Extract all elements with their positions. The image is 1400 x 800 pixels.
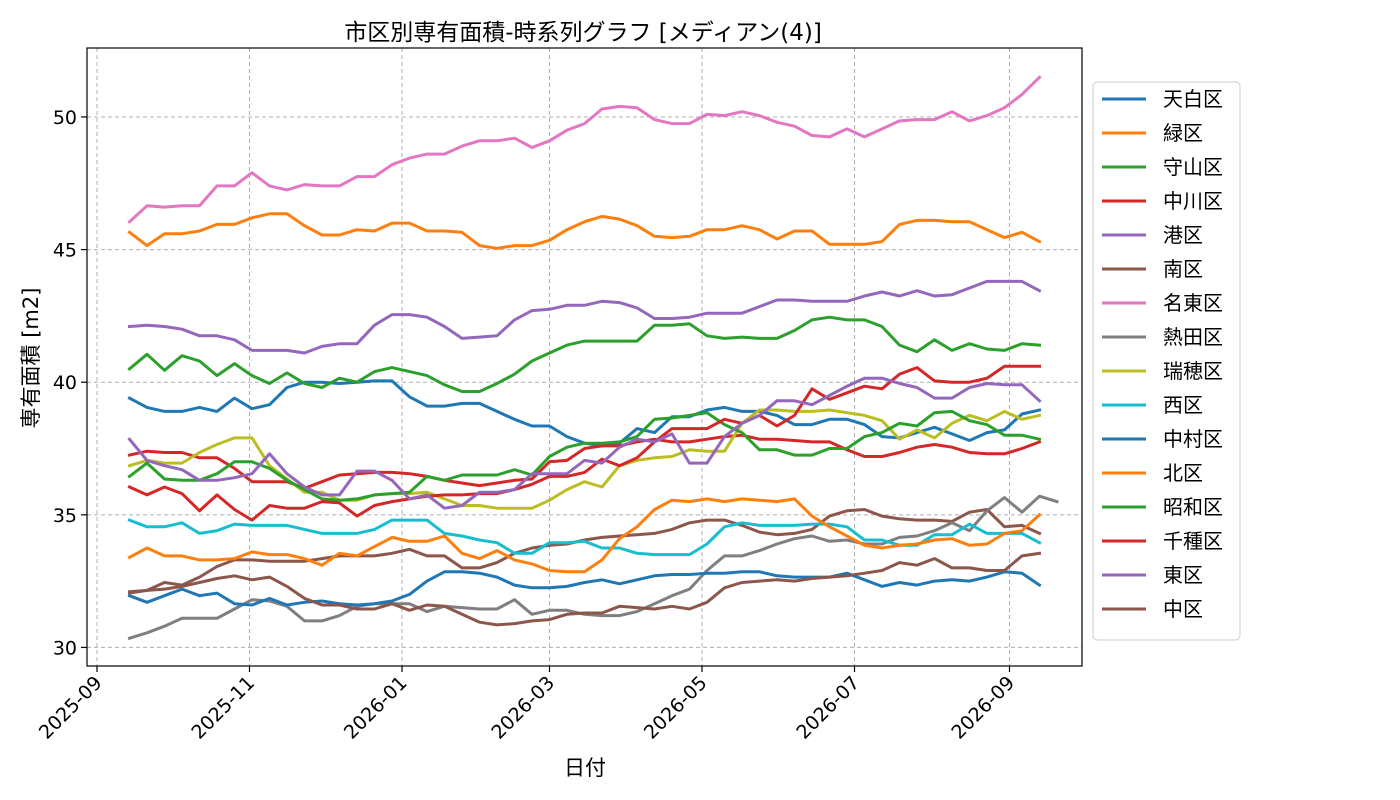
legend-label: 東区 xyxy=(1163,563,1203,587)
series-line xyxy=(127,497,1042,574)
legend-label: 西区 xyxy=(1163,393,1203,417)
series-line xyxy=(127,75,1042,224)
legend-label: 名東区 xyxy=(1163,291,1223,315)
y-axis: 30 35 40 45 50 xyxy=(53,107,87,659)
legend-box xyxy=(1092,81,1241,641)
plot-frame xyxy=(86,47,1083,667)
series-layer xyxy=(127,75,1059,641)
series-line xyxy=(127,212,1042,250)
legend-label: 緑区 xyxy=(1163,121,1203,145)
series-line xyxy=(127,279,1042,355)
chart-title: 市区別専有面積-時系列グラフ [メディアン(4)] xyxy=(344,20,822,46)
legend-label: 中村区 xyxy=(1163,427,1223,451)
y-tick-label: 50 xyxy=(53,107,77,129)
grid-lines xyxy=(87,48,1082,666)
legend-label: 北区 xyxy=(1163,461,1203,485)
legend: 天白区緑区守山区中川区港区南区名東区熱田区瑞穂区西区中村区北区昭和区千種区東区中… xyxy=(1092,81,1241,641)
legend-label: 昭和区 xyxy=(1163,495,1223,519)
legend-label: 中区 xyxy=(1163,597,1203,621)
series-line xyxy=(127,433,1042,490)
x-axis-label: 日付 xyxy=(564,756,606,780)
y-axis-label: 専有面積 [m2] xyxy=(19,288,43,429)
legend-label: 千種区 xyxy=(1163,529,1223,553)
y-tick-label: 45 xyxy=(53,240,77,262)
legend-label: 中川区 xyxy=(1163,189,1223,213)
y-tick-label: 30 xyxy=(53,637,77,659)
series-line xyxy=(127,551,1042,627)
series-line xyxy=(127,570,1042,607)
legend-label: 守山区 xyxy=(1163,155,1223,179)
legend-label: 南区 xyxy=(1163,257,1203,281)
legend-label: 熱田区 xyxy=(1163,325,1223,349)
series-line xyxy=(127,376,1042,510)
y-tick-label: 40 xyxy=(53,372,77,394)
series-line xyxy=(127,364,1041,522)
series-line xyxy=(127,518,1042,557)
series-line xyxy=(127,315,1042,393)
legend-label: 港区 xyxy=(1163,223,1203,247)
legend-label: 天白区 xyxy=(1163,87,1223,111)
legend-label: 瑞穂区 xyxy=(1163,359,1223,383)
y-tick-label: 35 xyxy=(53,505,77,527)
series-line xyxy=(127,409,1042,502)
